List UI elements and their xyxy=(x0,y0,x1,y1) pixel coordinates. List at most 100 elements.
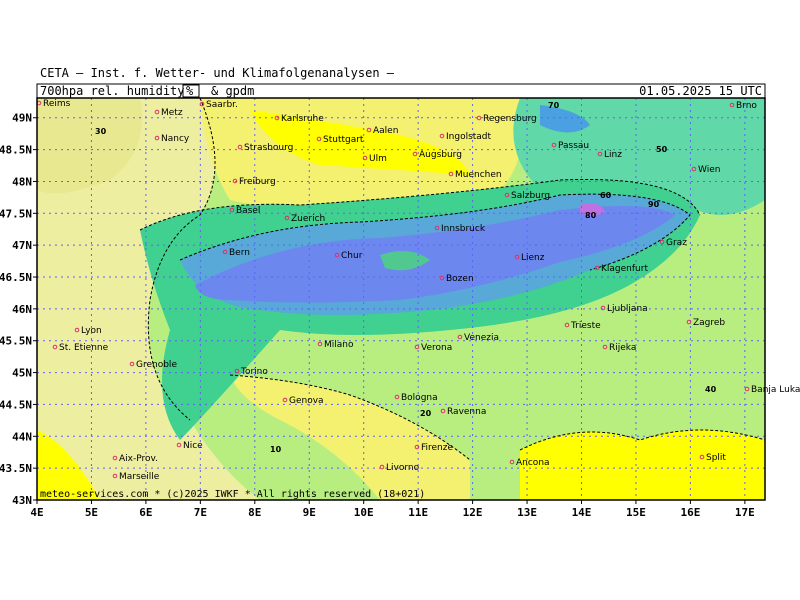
lon-label: 14E xyxy=(572,506,592,519)
city-dot xyxy=(334,252,340,258)
footer: meteo-services.com * (c)2025 IWKF * All … xyxy=(40,489,425,500)
city-dot xyxy=(602,344,608,350)
city-label: Muenchen xyxy=(455,170,502,180)
city-label: Aix-Prov. xyxy=(119,454,158,464)
city-dot xyxy=(659,239,665,245)
lat-label: 48N xyxy=(12,175,32,188)
lat-label: 48.5N xyxy=(0,144,32,157)
zone-yellow-se xyxy=(520,430,765,500)
city-dot xyxy=(691,166,697,172)
city-label: Bozen xyxy=(446,274,474,284)
city-label: Venezia xyxy=(464,333,499,343)
lon-label: 12E xyxy=(463,506,483,519)
city-label: Chur xyxy=(341,251,363,261)
zone-yellow-s xyxy=(230,375,470,500)
city-dot xyxy=(514,254,520,260)
city-dot xyxy=(154,135,160,141)
city-dot xyxy=(284,215,290,221)
city-dot xyxy=(597,151,603,157)
city-dot xyxy=(317,341,323,347)
city-label: Nancy xyxy=(161,134,190,144)
city-dot xyxy=(362,155,368,161)
city-dot xyxy=(199,101,205,107)
lon-label: 6E xyxy=(139,506,152,519)
lon-label: 9E xyxy=(303,506,316,519)
city-label: Lienz xyxy=(521,253,545,263)
zone-pale2 xyxy=(37,98,142,194)
valid-time: 01.05.2025 15 UTC xyxy=(639,84,762,98)
city-label: Marseille xyxy=(119,472,160,482)
lon-label: 7E xyxy=(194,506,207,519)
lat-label: 44N xyxy=(12,430,32,443)
contour-label: 10 xyxy=(270,445,282,454)
city-label: Regensburg xyxy=(483,114,537,124)
contour-label: 20 xyxy=(420,409,432,418)
city-dot xyxy=(112,455,118,461)
city-dot xyxy=(434,225,440,231)
city-dot xyxy=(686,319,692,325)
city-label: Salzburg xyxy=(511,191,550,201)
city-label: Passau xyxy=(558,141,589,151)
city-dot xyxy=(448,171,454,177)
city-label: Augsburg xyxy=(419,150,462,160)
city-dot xyxy=(564,322,570,328)
city-dot xyxy=(316,136,322,142)
lat-label: 47N xyxy=(12,239,32,252)
lat-label: 43.5N xyxy=(0,462,32,475)
contour-label: 50 xyxy=(656,145,668,154)
city-label: Genova xyxy=(289,396,324,406)
contour-label: 40 xyxy=(705,385,717,394)
contour xyxy=(179,193,691,271)
city-label: Zuerich xyxy=(291,214,325,224)
city-dot xyxy=(457,334,463,340)
lat-label: 44.5N xyxy=(0,398,32,411)
city-label: Graz xyxy=(666,238,687,248)
city-label: Nice xyxy=(183,441,203,451)
lon-label: 8E xyxy=(248,506,261,519)
city-label: Milano xyxy=(324,340,354,350)
institute: CETA – Inst. f. Wetter- und Klimafolgena… xyxy=(40,66,395,80)
city-label: Ingolstadt xyxy=(446,132,492,142)
city-dot xyxy=(744,386,750,392)
contour xyxy=(147,98,216,421)
city-label: Bologna xyxy=(401,393,438,403)
city-label: Ancona xyxy=(516,458,550,468)
city-dot xyxy=(222,249,228,255)
lat-label: 45.5N xyxy=(0,335,32,348)
zone-blue xyxy=(195,206,675,303)
city-dot xyxy=(504,192,510,198)
contour xyxy=(519,429,765,451)
lat-label: 47.5N xyxy=(0,207,32,220)
city-dot xyxy=(439,133,445,139)
city-label: Metz xyxy=(161,108,183,118)
city-dot xyxy=(414,444,420,450)
lat-label: 43N xyxy=(12,494,32,507)
city-label: Bern xyxy=(229,248,250,258)
lon-label: 17E xyxy=(735,506,755,519)
city-dot xyxy=(379,464,385,470)
city-label: St. Etienne xyxy=(59,343,109,353)
city-dot xyxy=(551,142,557,148)
unit-box xyxy=(182,84,200,98)
humidity-field xyxy=(37,98,765,500)
city-dot xyxy=(232,178,238,184)
city-label: Zagreb xyxy=(693,318,725,328)
city-label: Strasbourg xyxy=(244,143,293,153)
city-dot xyxy=(476,115,482,121)
zone-blue-ne xyxy=(540,105,590,133)
lon-label: 4E xyxy=(30,506,43,519)
city-label: Ravenna xyxy=(447,407,486,417)
lon-label: 13E xyxy=(517,506,537,519)
lat-label: 45N xyxy=(12,367,32,380)
contour-labels: 70 30 50 60 80 90 40 20 10 xyxy=(95,101,717,454)
city-label: Aalen xyxy=(373,126,398,136)
contour-label: 70 xyxy=(548,101,560,110)
lon-label: 11E xyxy=(408,506,428,519)
city-label: Split xyxy=(706,453,726,463)
city-dot xyxy=(439,275,445,281)
city-dot xyxy=(282,397,288,403)
city-label: Ljubljana xyxy=(607,304,648,314)
city-label: Linz xyxy=(604,150,622,160)
city-label: Trieste xyxy=(570,321,601,331)
